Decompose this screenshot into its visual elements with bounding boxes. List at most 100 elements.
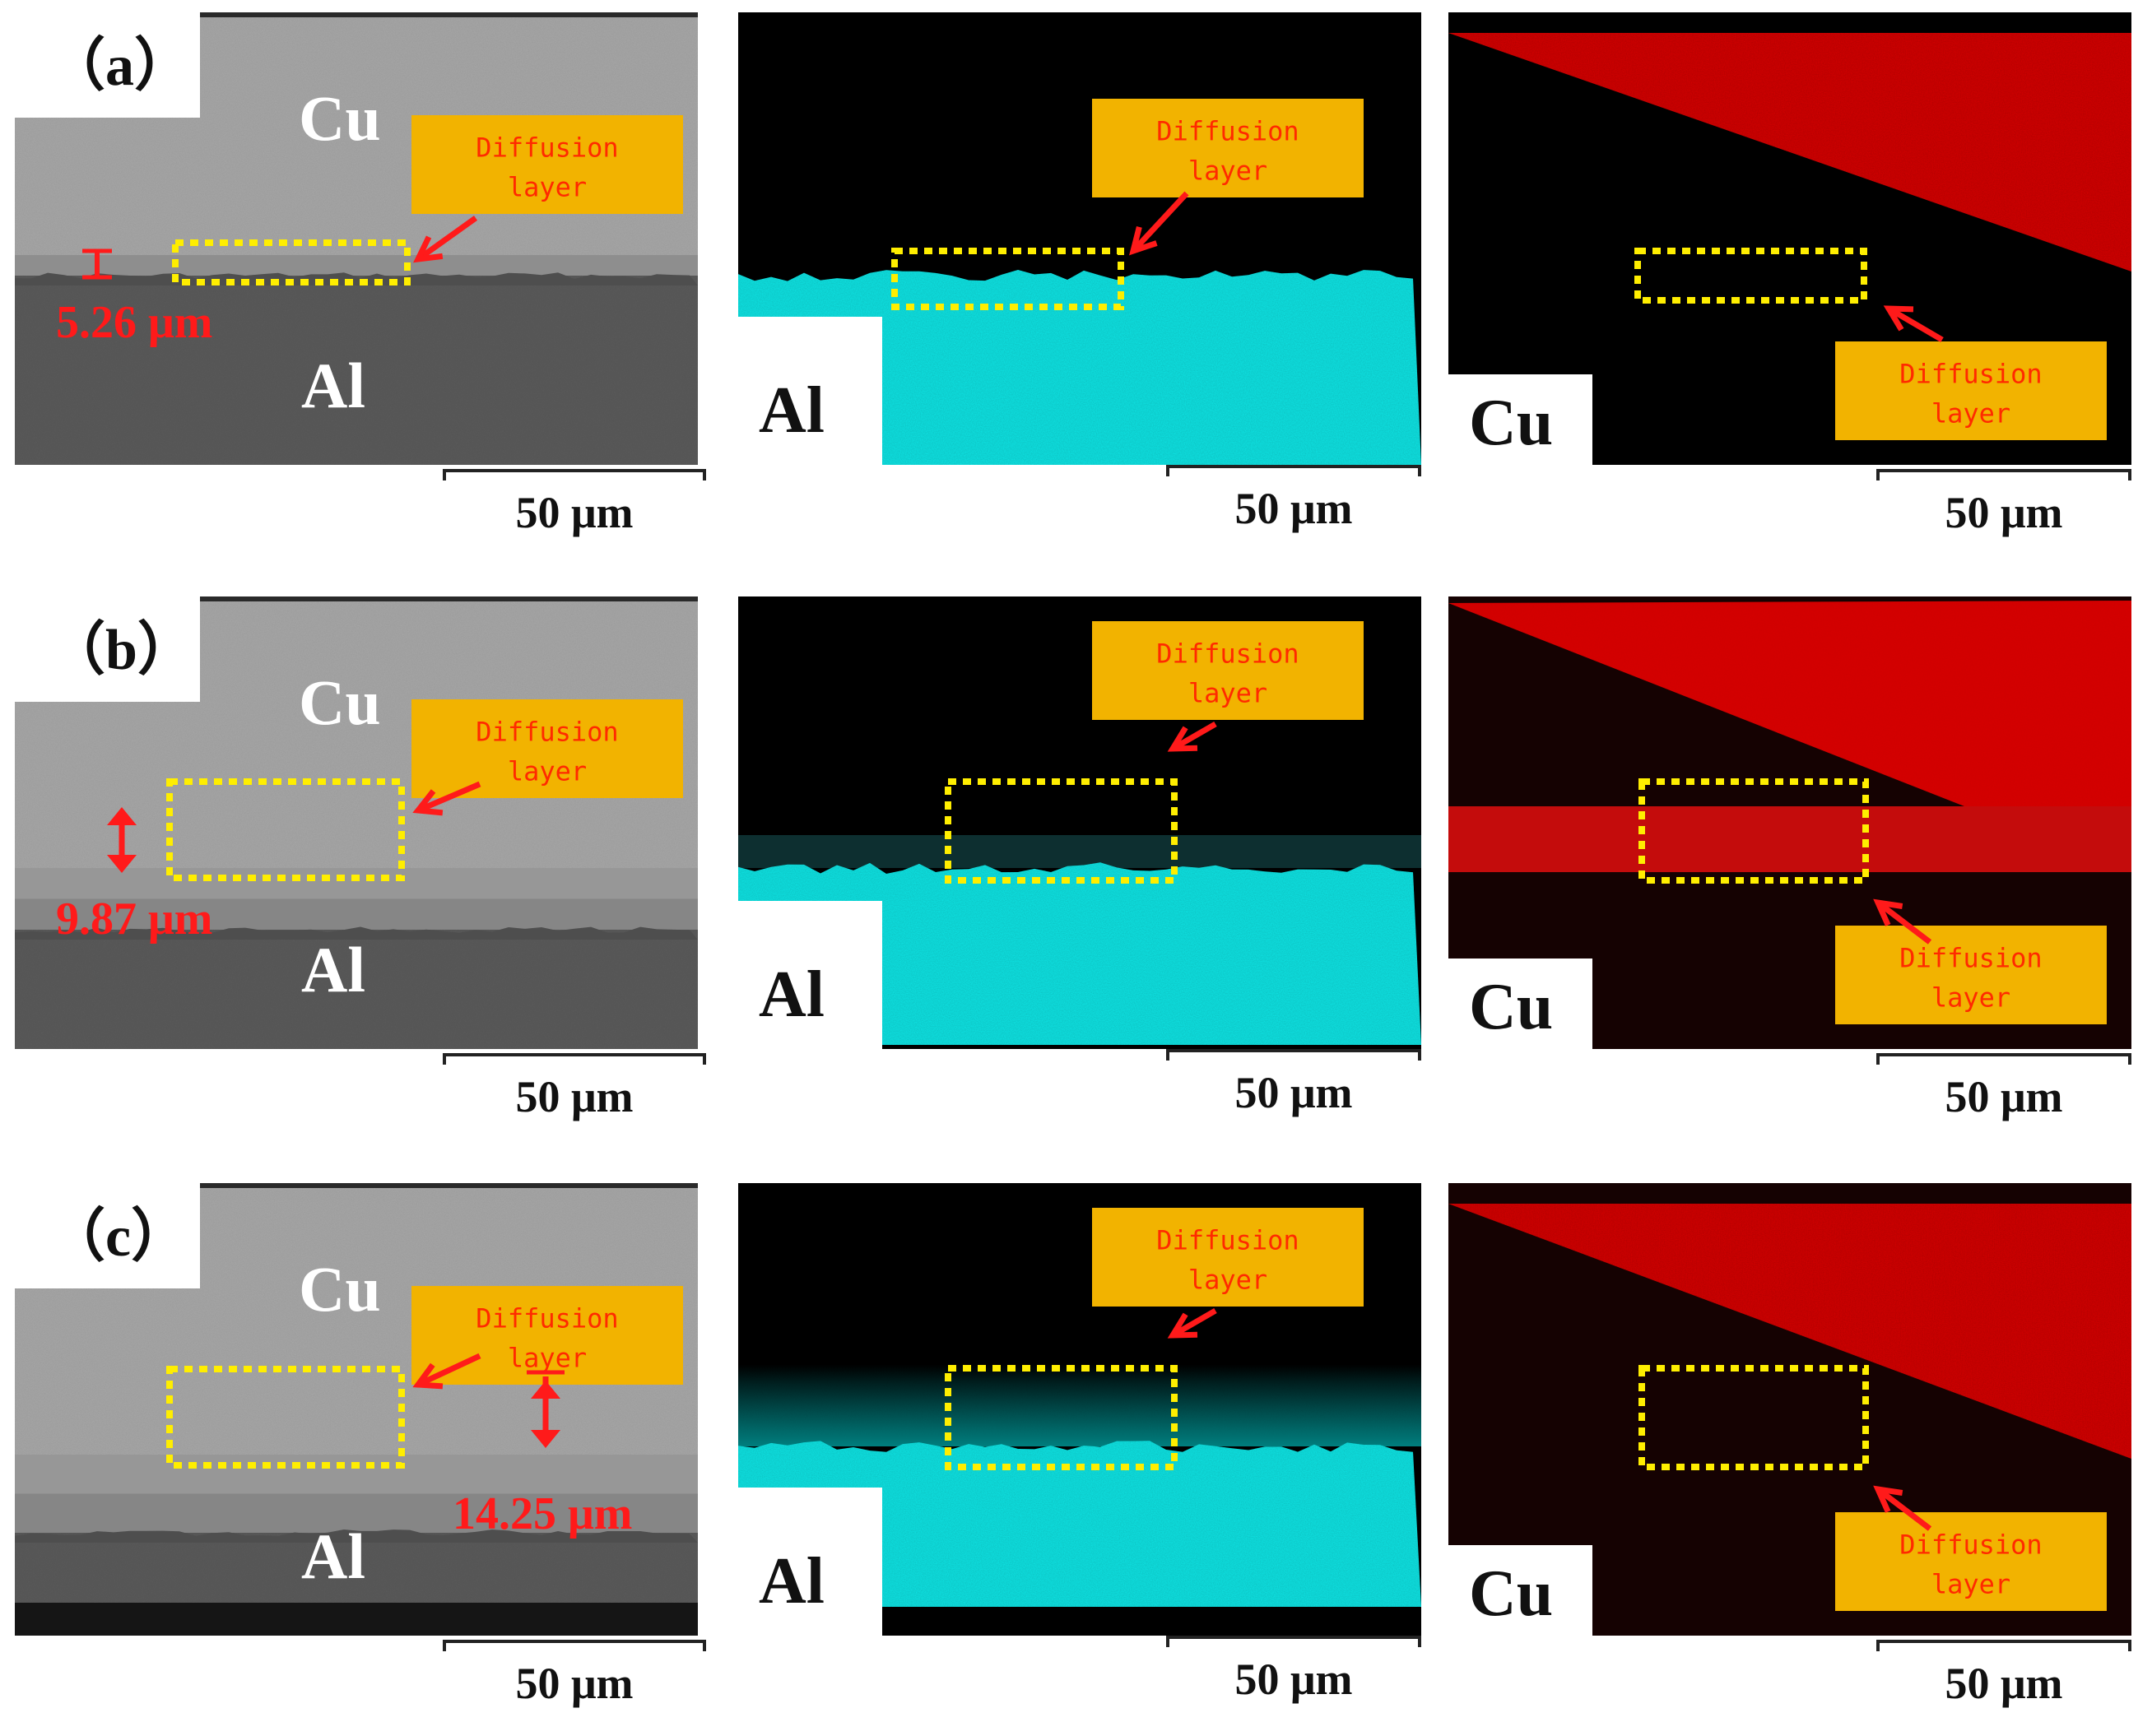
map-al-label-b: Al [759,959,825,1031]
sem-al-label-b: Al [301,934,365,1005]
scalebar-cu-c-tick-left [1876,1640,1880,1651]
scalebar-sem-c-tick-right [703,1640,706,1651]
scalebar-al-c-label: 50 μm [1234,1655,1353,1704]
scalebar-cu-b-tick-left [1876,1053,1880,1065]
al-map-a-diffusion-label-line2: layer [1188,155,1267,186]
sem-cu-label-a: Cu [299,82,381,154]
sem-a-diffusion-label-line1: Diffusion [476,132,618,163]
map-al-label-c: Al [759,1545,825,1618]
scalebar-sem-b-label: 50 μm [515,1072,634,1121]
sem-pointer-arrow-c [412,1353,481,1390]
scalebar-al-c-tick-left [1166,1636,1169,1647]
scalebar-cu-b: 50 μm [1876,1053,2131,1135]
cu-pointer-arrow-b [1873,898,1932,945]
map-cu-label-b: Cu [1469,971,1553,1043]
scalebar-sem-a-label: 50 μm [515,488,634,537]
scalebar-al-b-tick-left [1166,1049,1169,1061]
scalebar-cu-a-tick-right [2128,469,2131,480]
scalebar-al-b-line [1166,1049,1421,1052]
cu-map-a-diffusion-label-line2: layer [1931,397,2010,429]
al-dashed-box-b [945,778,1178,884]
map-cu-label-c: Cu [1469,1557,1553,1630]
thickness-marker-b [107,807,137,873]
panel-label-c: （c） [48,1205,188,1269]
al-dashed-box-c [945,1365,1178,1470]
al-pointer-arrow-c [1167,1307,1217,1339]
scalebar-cu-b-tick-right [2128,1053,2131,1065]
scalebar-sem-a-tick-left [443,469,446,480]
scalebar-sem-c-line [443,1640,706,1643]
scalebar-cu-b-line [1876,1053,2131,1056]
panel-label-b: （b） [48,618,195,682]
scalebar-cu-a-tick-left [1876,469,1880,480]
sem-b-diffusion-label-line2: layer [508,755,587,787]
scalebar-al-a-tick-right [1418,465,1421,476]
scalebar-al-a-line [1166,465,1421,468]
scalebar-sem-b-tick-right [703,1053,706,1065]
al-map-c-diffusion-label-line2: layer [1188,1264,1267,1295]
sem-dashed-box-b [166,778,405,881]
scalebar-cu-c: 50 μm [1876,1640,2131,1722]
scalebar-cu-a: 50 μm [1876,469,2131,551]
eds-map-cu-c: Cu Diffusion layer [1448,1183,2131,1636]
cu-dashed-box-b [1638,778,1869,884]
thickness-marker-c [527,1370,565,1448]
scalebar-cu-c-tick-right [2128,1640,2131,1651]
eds-map-al-a: Al Diffusion layer [738,12,1421,465]
al-map-b-diffusion-label-box: Diffusion layer [1092,621,1364,720]
scalebar-al-a-label: 50 μm [1234,484,1353,533]
map-al-label-a: Al [759,374,825,447]
sem-c-diffusion-label-box: Diffusion layer [411,1286,683,1385]
map-cu-label-a: Cu [1469,387,1553,459]
sem-dashed-box-a [172,239,411,285]
eds-map-cu-b: Cu Diffusion layer [1448,596,2131,1049]
sem-pointer-arrow-a [413,216,478,263]
scalebar-sem-c-label: 50 μm [515,1659,634,1708]
scalebar-sem-a: 50 μm [443,469,706,551]
scalebar-cu-a-line [1876,469,2131,472]
sem-pointer-arrow-b [412,781,481,816]
sem-a-diffusion-label-line2: layer [508,171,587,202]
cu-pointer-arrow-a [1883,305,1944,343]
scalebar-al-a: 50 μm [1166,465,1421,547]
sem-c-diffusion-label-line2: layer [508,1342,587,1373]
cu-dashed-box-a [1634,248,1867,304]
scalebar-cu-c-label: 50 μm [1945,1659,2063,1708]
cu-dashed-box-c [1638,1365,1869,1470]
al-map-b-diffusion-label-line1: Diffusion [1156,638,1299,669]
scalebar-sem-c: 50 μm [443,1640,706,1722]
sem-dashed-box-c [166,1366,405,1469]
al-map-a-diffusion-label-box: Diffusion layer [1092,99,1364,197]
scalebar-al-b-label: 50 μm [1234,1068,1353,1117]
scalebar-sem-b-line [443,1053,706,1056]
scalebar-cu-c-line [1876,1640,2131,1643]
panel-label-a: （a） [48,34,192,98]
al-pointer-arrow-a [1129,191,1189,256]
cu-map-a-diffusion-label-line1: Diffusion [1899,358,2042,389]
sem-image-a: （a） Cu Al Diffusion layer 5.26 μm [15,12,698,465]
cu-pointer-arrow-c [1873,1485,1932,1531]
cu-map-b-diffusion-label-box: Diffusion layer [1835,926,2107,1024]
sem-b-diffusion-label-line1: Diffusion [476,716,618,747]
scalebar-sem-c-tick-left [443,1640,446,1651]
sem-image-b: （b） Cu Al Diffusion layer 9.87 μm [15,596,698,1049]
scalebar-al-a-tick-left [1166,465,1169,476]
al-map-b-diffusion-label-line2: layer [1188,677,1267,708]
scalebar-al-c-line [1166,1636,1421,1639]
thickness-label-c: 14.25 μm [453,1488,632,1539]
eds-map-al-b: Al Diffusion layer [738,596,1421,1049]
cu-map-b-diffusion-label-line2: layer [1931,982,2010,1013]
scalebar-sem-b: 50 μm [443,1053,706,1135]
al-map-c-diffusion-label-line1: Diffusion [1156,1224,1299,1256]
sem-c-diffusion-label-line1: Diffusion [476,1302,618,1334]
cu-map-b-diffusion-label-line1: Diffusion [1899,942,2042,973]
scalebar-al-b-tick-right [1418,1049,1421,1061]
al-map-a-diffusion-label-line1: Diffusion [1156,115,1299,146]
sem-b-diffusion-label-box: Diffusion layer [411,699,683,798]
al-pointer-arrow-b [1167,721,1217,752]
cu-map-c-diffusion-label-box: Diffusion layer [1835,1512,2107,1611]
thickness-label-b: 9.87 μm [56,894,212,945]
sem-al-label-a: Al [301,350,365,421]
thickness-label-a: 5.26 μm [56,297,212,348]
